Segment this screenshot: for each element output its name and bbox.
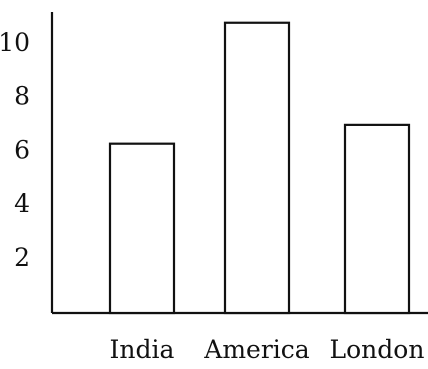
y-tick-label: 8 (14, 82, 30, 111)
bar (108, 142, 176, 315)
bars-group (108, 21, 411, 315)
bar (223, 21, 291, 315)
category-label: India (110, 335, 175, 364)
category-label: America (203, 335, 310, 364)
y-tick-label: 2 (14, 243, 30, 272)
y-tick-labels: 2 4 6 8 10 (0, 28, 30, 272)
category-label: London (330, 335, 425, 364)
y-tick-label: 6 (14, 135, 30, 164)
y-tick-label: 4 (14, 189, 30, 218)
category-labels: India America London (110, 335, 425, 364)
y-tick-label: 10 (0, 28, 30, 57)
bar (343, 123, 411, 315)
